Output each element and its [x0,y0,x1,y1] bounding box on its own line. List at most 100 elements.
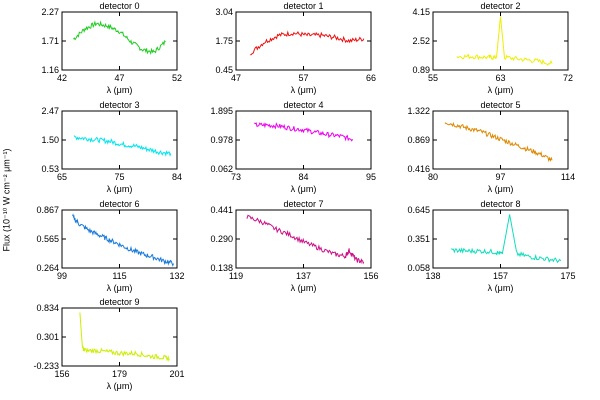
series-line [73,135,172,157]
panel-detector-4: detector 4 73 84 95 0.062 0.978 1.895 λ (μm) [210,100,376,194]
x-tick-label: 72 [563,73,573,83]
series-line [456,16,553,66]
panel-title: detector 8 [480,199,520,209]
x-axis-label: λ (μm) [488,184,514,194]
x-tick-label: 73 [231,172,241,182]
y-tick-label: 0.062 [210,164,233,174]
panel-title: detector 6 [99,199,139,209]
x-axis-label: λ (μm) [107,184,133,194]
y-tick-label: 2.52 [412,36,430,46]
panel-detector-5: detector 5 80 97 114 0.416 0.869 1.322 λ (μm) [407,100,575,194]
y-tick-label: 0.867 [36,205,59,215]
y-tick-label: 3.04 [215,7,233,17]
series-line [79,312,170,362]
y-tick-label: 0.89 [412,65,430,75]
y-tick-label: 0.416 [407,164,430,174]
x-tick-label: 95 [366,172,376,182]
x-tick-label: 80 [428,172,438,182]
y-tick-label: 0.45 [215,65,233,75]
x-tick-label: 75 [114,172,124,182]
y-tick-label: 1.75 [215,36,233,46]
panel-title: detector 0 [99,1,139,11]
series-line [250,30,365,56]
x-tick-label: 55 [428,73,438,83]
y-tick-label: 0.301 [36,332,59,342]
x-tick-label: 47 [231,73,241,83]
x-tick-label: 119 [229,271,243,281]
series-line [450,214,562,264]
x-tick-label: 57 [298,73,308,83]
y-tick-label: 0.058 [407,263,430,273]
panel-title: detector 2 [480,1,520,11]
y-tick-label: 1.71 [41,36,59,46]
panel-frame [61,11,178,71]
y-tick-label: 0.869 [407,135,430,145]
y-tick-label: 2.27 [41,7,59,17]
x-axis-label: λ (μm) [107,381,133,391]
panel-detector-3: detector 3 65 75 84 0.53 1.50 2.47 λ (μm) [41,100,182,194]
panel-detector-8: detector 8 138 157 175 0.058 0.351 0.645 λ (μm) [407,199,575,293]
x-axis-label: λ (μm) [488,283,514,293]
x-tick-label: 156 [54,369,69,379]
panel-detector-1: detector 1 47 57 66 0.45 1.75 3.04 λ (μm) [215,1,376,95]
panel-title: detector 5 [480,100,520,110]
x-tick-label: 115 [112,271,126,281]
panel-title: detector 4 [283,100,323,110]
y-tick-label: 0.645 [407,205,430,215]
x-tick-label: 156 [363,271,378,281]
x-tick-label: 97 [495,172,505,182]
x-tick-label: 84 [298,172,308,182]
panel-detector-6: detector 6 99 115 132 0.264 0.565 0.867 λ (μm) [36,199,184,293]
panel-title: detector 7 [283,199,323,209]
panel-frame [235,11,372,71]
y-tick-label: 1.16 [41,65,59,75]
y-tick-label: 2.47 [41,106,59,116]
series-line [73,20,166,56]
x-tick-label: 84 [172,172,182,182]
x-tick-label: 175 [560,271,575,281]
panel-frame [432,209,569,269]
x-axis-label: λ (μm) [107,85,133,95]
y-tick-label: 0.441 [210,205,233,215]
series-line [246,214,365,265]
x-tick-label: 63 [495,73,505,83]
y-tick-label: 0.138 [210,263,233,273]
x-tick-label: 42 [57,73,67,83]
x-tick-label: 137 [296,271,311,281]
y-tick-label: 1.50 [41,135,59,145]
x-tick-label: 65 [57,172,67,182]
series-line [72,213,174,267]
x-axis-label: λ (μm) [291,184,317,194]
x-axis-label: λ (μm) [291,283,317,293]
y-tick-label: 0.834 [36,303,59,313]
y-tick-label: 0.264 [36,263,59,273]
x-tick-label: 201 [169,369,184,379]
panel-detector-2: detector 2 55 63 72 0.89 2.52 4.15 λ (μm) [412,1,573,95]
x-tick-label: 114 [561,172,575,182]
series-line [444,121,553,163]
y-tick-label: 0.351 [407,234,430,244]
x-tick-label: 66 [366,73,376,83]
x-axis-label: λ (μm) [488,85,514,95]
x-axis-label: λ (μm) [291,85,317,95]
panel-frame [432,110,569,170]
x-axis-label: λ (μm) [107,283,133,293]
x-tick-label: 52 [172,73,182,83]
panel-title: detector 3 [99,100,139,110]
y-tick-label: 1.322 [407,106,430,116]
x-tick-label: 138 [425,271,440,281]
panel-title: detector 1 [283,1,323,11]
y-tick-label: 0.978 [210,135,233,145]
series-line [254,122,354,142]
y-tick-label: 1.895 [210,106,233,116]
panel-detector-0: detector 0 42 47 52 1.16 1.71 2.27 λ (μm) [41,1,182,95]
y-tick-label: 0.565 [36,234,59,244]
panel-title: detector 9 [99,297,139,307]
x-tick-label: 99 [57,271,67,281]
x-tick-label: 179 [112,369,127,379]
panel-frame [61,110,178,170]
y-tick-label: 0.290 [210,234,233,244]
panel-detector-9: detector 9 156 179 201 -0.233 0.301 0.834 λ (μm… [33,297,184,391]
x-tick-label: 157 [493,271,508,281]
